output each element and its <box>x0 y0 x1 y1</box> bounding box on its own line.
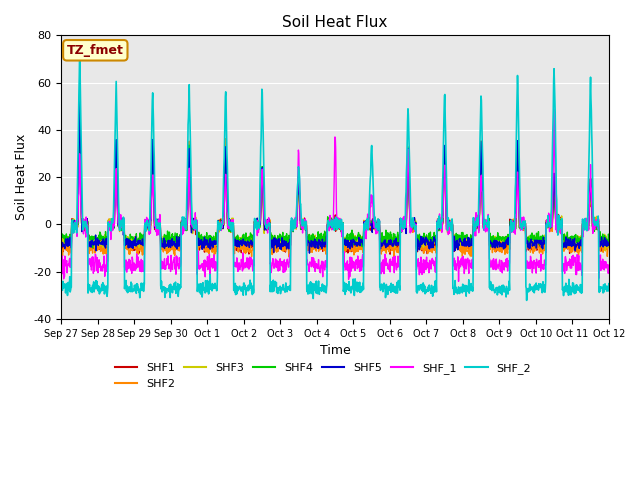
SHF5 <box>166 239 174 244</box>
SHF4 <box>58 232 65 238</box>
SHF1 <box>180 219 188 225</box>
SHF_2 <box>492 285 500 291</box>
SHF3 <box>605 239 612 245</box>
SHF5 <box>241 239 248 244</box>
SHF4 <box>492 241 500 247</box>
Title: Soil Heat Flux: Soil Heat Flux <box>282 15 388 30</box>
SHF_1 <box>492 267 500 273</box>
Text: TZ_fmet: TZ_fmet <box>67 44 124 57</box>
SHF2 <box>166 247 174 253</box>
Line: SHF1: SHF1 <box>61 96 609 254</box>
SHF5 <box>58 240 65 246</box>
SHF2 <box>605 239 612 245</box>
SHF4 <box>76 92 83 97</box>
SHF2 <box>241 244 248 250</box>
SHF4 <box>180 224 188 229</box>
SHF_1 <box>540 263 548 269</box>
SHF1 <box>58 247 65 253</box>
SHF5 <box>180 224 188 229</box>
SHF4 <box>376 246 384 252</box>
SHF_1 <box>420 270 428 276</box>
SHF3 <box>180 225 188 230</box>
Line: SHF3: SHF3 <box>61 90 609 251</box>
SHF5 <box>76 97 83 103</box>
Line: SHF2: SHF2 <box>61 97 609 257</box>
SHF3 <box>602 248 609 254</box>
SHF5 <box>541 239 548 245</box>
SHF2 <box>421 240 429 245</box>
SHF5 <box>605 242 612 248</box>
SHF_2 <box>523 298 531 303</box>
SHF4 <box>421 237 429 243</box>
SHF1 <box>421 240 429 245</box>
SHF_2 <box>58 286 65 292</box>
SHF_2 <box>420 286 428 292</box>
SHF3 <box>76 87 83 93</box>
SHF_1 <box>550 107 558 112</box>
SHF2 <box>180 222 188 228</box>
SHF_2 <box>166 295 174 300</box>
SHF_2 <box>76 48 83 54</box>
Line: SHF_2: SHF_2 <box>61 51 609 300</box>
SHF4 <box>241 239 248 244</box>
SHF1 <box>76 93 83 99</box>
SHF2 <box>541 245 548 251</box>
SHF3 <box>241 235 248 240</box>
SHF3 <box>540 236 548 241</box>
SHF4 <box>541 236 548 241</box>
SHF5 <box>421 241 429 247</box>
SHF_2 <box>241 287 248 292</box>
SHF5 <box>492 238 500 244</box>
SHF_1 <box>58 260 65 265</box>
SHF2 <box>492 243 500 249</box>
SHF1 <box>605 237 612 243</box>
SHF2 <box>76 94 83 100</box>
Y-axis label: Soil Heat Flux: Soil Heat Flux <box>15 134 28 220</box>
SHF4 <box>605 234 612 240</box>
Line: SHF5: SHF5 <box>61 100 609 253</box>
SHF1 <box>241 239 248 244</box>
X-axis label: Time: Time <box>320 344 351 357</box>
SHF3 <box>166 240 174 246</box>
Line: SHF_1: SHF_1 <box>61 109 609 281</box>
SHF1 <box>541 247 548 253</box>
SHF1 <box>492 246 500 252</box>
SHF4 <box>166 236 174 241</box>
SHF_1 <box>454 278 462 284</box>
SHF_2 <box>605 281 612 287</box>
SHF1 <box>386 252 394 257</box>
SHF_1 <box>179 230 187 236</box>
SHF_2 <box>180 219 188 225</box>
SHF2 <box>390 254 397 260</box>
SHF5 <box>305 250 313 256</box>
SHF3 <box>492 240 500 246</box>
SHF3 <box>58 232 65 238</box>
SHF_1 <box>241 260 248 266</box>
SHF3 <box>420 239 428 245</box>
SHF_1 <box>605 263 612 268</box>
Legend: SHF1, SHF2, SHF3, SHF4, SHF5, SHF_1, SHF_2: SHF1, SHF2, SHF3, SHF4, SHF5, SHF_1, SHF… <box>111 359 536 393</box>
Line: SHF4: SHF4 <box>61 95 609 249</box>
SHF2 <box>58 245 65 251</box>
SHF1 <box>166 240 174 245</box>
SHF_1 <box>166 265 173 271</box>
SHF_2 <box>541 282 548 288</box>
